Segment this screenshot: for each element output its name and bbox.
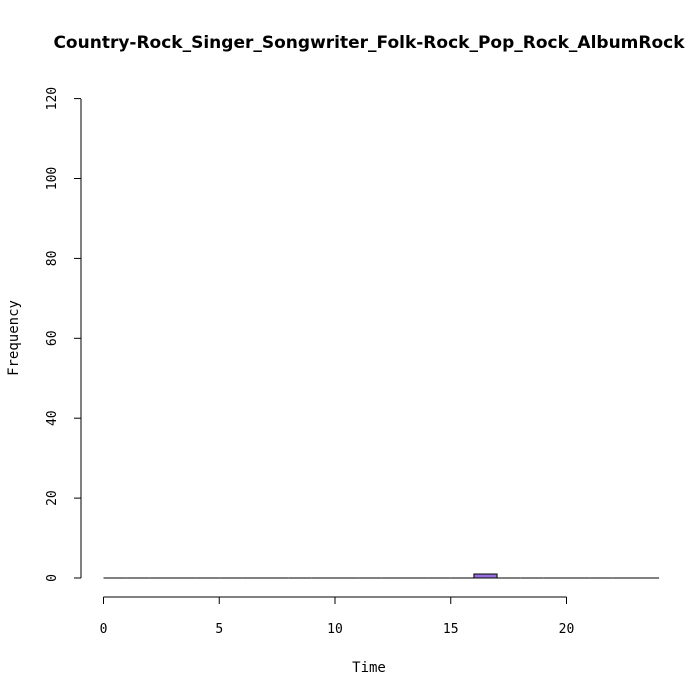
chart-title: Country-Rock_Singer_Songwriter_Folk-Rock… (53, 33, 685, 53)
x-tick-label: 10 (327, 622, 343, 637)
y-tick-label: 80 (45, 251, 60, 267)
x-tick-label: 5 (215, 622, 223, 637)
x-tick-label: 15 (443, 622, 459, 637)
y-axis-label: Frequency (6, 300, 22, 376)
x-axis-label: Time (352, 660, 386, 676)
histogram-bars (103, 573, 660, 579)
y-tick-label: 0 (45, 574, 60, 582)
y-axis: 0 20 40 60 80 100 120 (45, 87, 82, 582)
y-tick-label: 120 (45, 87, 60, 110)
x-axis: 0 5 10 15 20 (100, 596, 575, 637)
y-tick-label: 40 (45, 410, 60, 426)
y-tick-label: 100 (45, 167, 60, 190)
histogram-bar (473, 573, 498, 579)
y-tick-label: 60 (45, 330, 60, 346)
x-tick-label: 0 (100, 622, 108, 637)
x-tick-label: 20 (559, 622, 575, 637)
y-tick-label: 20 (45, 490, 60, 506)
